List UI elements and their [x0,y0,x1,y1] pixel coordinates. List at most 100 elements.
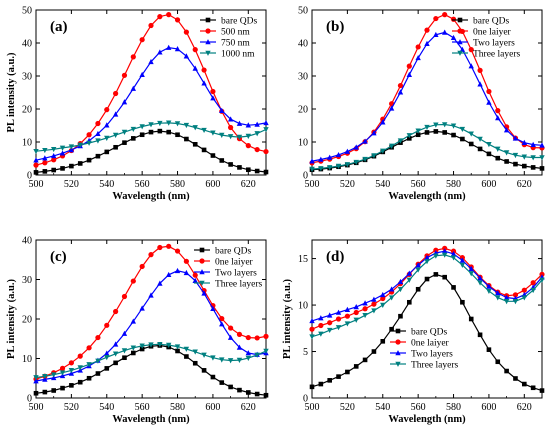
data-point [192,65,198,71]
data-point [335,151,342,158]
data-point [184,354,189,359]
data-point [433,129,439,134]
data-point [183,346,190,352]
data-point [407,299,412,305]
data-point [406,277,413,283]
data-point [326,312,333,318]
data-point [210,355,216,361]
data-point [263,127,269,133]
legend-entry: Three layers [411,361,459,371]
y-tick-label: 0 [303,171,308,182]
data-point [201,80,207,86]
data-point [495,108,501,114]
data-point [460,299,465,305]
data-point [33,148,39,155]
data-point [397,278,404,285]
data-point [406,71,413,77]
data-point [344,148,351,154]
data-point [335,309,342,315]
y-axis-label: PL intensity (a.u.) [6,52,17,132]
data-point [68,368,75,374]
data-point [406,270,413,276]
y-tick-label: 50 [298,6,308,17]
data-point [459,257,466,263]
data-point [130,278,136,284]
data-point [424,259,430,265]
data-point [219,158,225,163]
data-point [174,344,181,350]
data-point [433,122,439,128]
data-point [254,168,260,174]
data-point [68,144,75,150]
y-tick-label: 10 [22,354,32,365]
data-point [33,378,39,384]
data-point [95,153,101,159]
data-point [433,272,439,277]
data-point [95,130,101,137]
data-point [165,120,172,126]
data-point [380,291,386,298]
data-point [227,116,234,122]
data-point [263,333,269,339]
legend-marker [457,50,463,56]
data-point [236,331,243,338]
data-point [121,293,128,300]
data-point [495,115,501,121]
data-point [104,135,110,141]
data-point [122,355,127,361]
data-point [86,157,92,163]
legend-entry: Two layers [473,39,515,49]
data-point [450,255,457,261]
data-point [42,147,48,154]
data-point [397,138,404,144]
data-point [530,155,536,161]
y-axis-label: PL intensity (a.u.) [282,279,293,359]
chart-panel-3: 500 520 540 560 580 600 620 0 10 20 30 40 Wavelength… [6,236,269,425]
data-point [362,306,368,312]
data-point [245,122,252,128]
x-axis-label: Wavelength (nm) [112,414,190,425]
data-point [424,27,430,33]
data-point [335,163,342,169]
data-point [318,322,324,329]
data-point [459,46,466,52]
x-tick-label: 560 [411,402,426,413]
y-tick-label: 30 [298,72,308,83]
data-point [459,262,466,268]
data-point [442,274,447,280]
data-point [121,129,128,135]
data-point [388,286,395,292]
data-point [495,290,501,296]
data-point [362,357,368,363]
data-point [477,81,483,87]
data-point [450,251,457,257]
data-point [59,365,66,371]
x-tick-label: 600 [205,402,220,413]
data-point [122,140,127,145]
data-point [112,351,119,357]
data-point [513,376,518,381]
data-point [174,267,181,274]
x-tick-label: 520 [64,402,79,413]
legend-marker [199,280,205,286]
data-point [148,342,154,348]
data-point [77,142,83,148]
data-point [398,313,403,319]
x-tick-label: 580 [446,179,461,190]
data-point [121,99,128,105]
series-4 [309,252,545,340]
data-point [139,132,145,138]
data-point [371,349,377,354]
x-tick-label: 620 [241,179,256,190]
data-point [415,262,421,268]
data-point [95,334,101,341]
data-point [130,318,137,324]
legend-entry: Two layers [411,350,453,360]
data-point [68,147,75,153]
data-point [219,357,225,363]
data-point [263,348,269,354]
data-point [86,132,92,138]
data-point [165,44,172,50]
data-point [201,352,207,358]
data-point [486,151,492,157]
